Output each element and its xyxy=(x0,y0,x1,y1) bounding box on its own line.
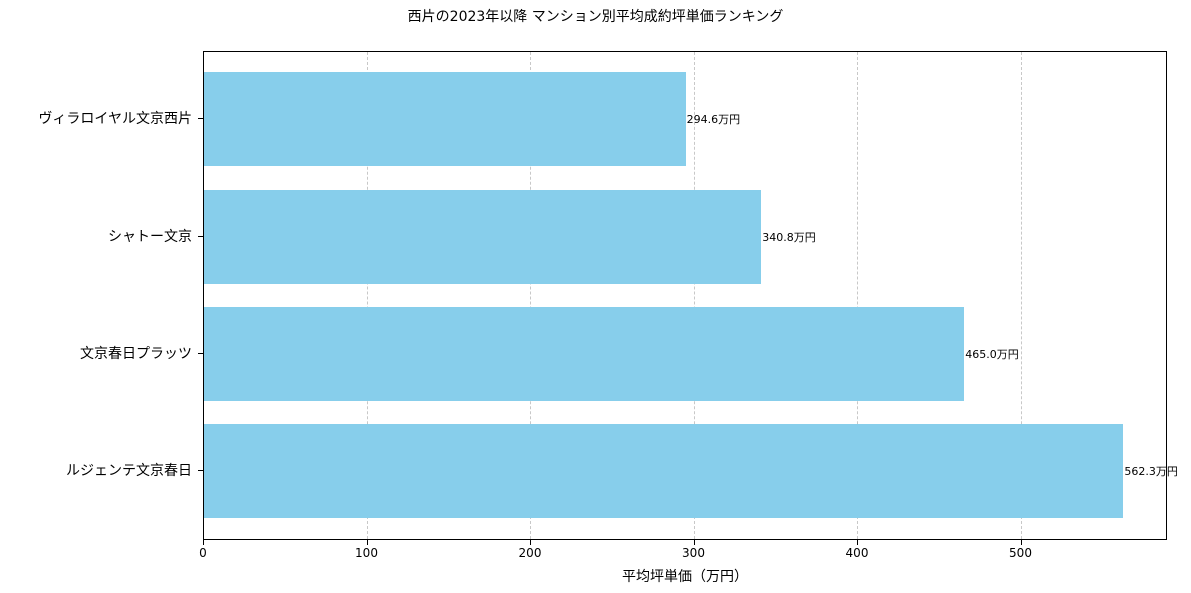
y-tick xyxy=(198,236,203,237)
y-tick xyxy=(198,353,203,354)
y-tick xyxy=(198,118,203,119)
bar-value-label: 294.6万円 xyxy=(686,113,741,126)
bar xyxy=(204,307,965,401)
gridline xyxy=(366,52,368,539)
gridline xyxy=(857,52,858,539)
x-tick-label: 500 xyxy=(1009,546,1032,560)
bar-value-label: 562.3万円 xyxy=(1124,465,1178,478)
y-tick xyxy=(198,470,203,471)
gridline xyxy=(693,52,695,539)
y-tick-label: ヴィラロイヤル文京西片 xyxy=(38,111,192,127)
x-tick xyxy=(366,540,368,545)
y-tick-label: ルジェンテ文京春日 xyxy=(66,463,192,479)
x-tick xyxy=(530,540,531,545)
y-tick-label: 文京春日プラッツ xyxy=(80,346,192,362)
x-tick-label: 300 xyxy=(682,546,705,560)
x-tick-label: 400 xyxy=(845,546,869,560)
bar xyxy=(204,72,686,166)
gridline xyxy=(530,52,531,539)
bar-value-label: 340.8万円 xyxy=(762,231,816,244)
chart-title: 西片の2023年以降 マンション別平均成約坪単価ランキング xyxy=(407,9,784,25)
x-tick xyxy=(693,540,695,545)
x-tick xyxy=(1020,540,1022,545)
x-tick-label: 100 xyxy=(355,546,378,560)
x-tick xyxy=(203,540,204,545)
bar-value-label: 465.0万円 xyxy=(965,348,1019,361)
x-tick-label: 200 xyxy=(518,546,542,560)
plot-area: 294.6万円 340.8万円 465.0万円 562.3万円 xyxy=(203,51,1178,540)
x-tick xyxy=(857,540,858,545)
y-tick-label: シャトー文京 xyxy=(108,229,192,245)
bar xyxy=(204,190,762,284)
x-tick-label: 0 xyxy=(199,546,207,560)
bar xyxy=(204,424,1124,518)
gridline xyxy=(1020,52,1022,539)
x-axis-title: 平均坪単価（万円） xyxy=(622,569,748,585)
